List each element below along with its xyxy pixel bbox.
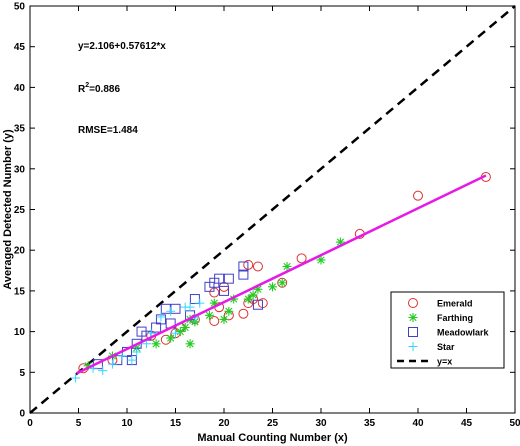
data-point — [185, 302, 195, 312]
data-point — [166, 333, 176, 343]
data-point — [127, 355, 137, 365]
legend-label: Star — [437, 342, 455, 352]
data-point — [175, 327, 185, 337]
x-tick-label: 20 — [218, 418, 230, 429]
data-point — [185, 339, 195, 349]
data-point — [224, 306, 234, 316]
y-tick-label: 30 — [14, 164, 26, 175]
data-point — [171, 328, 180, 338]
data-point — [219, 285, 229, 296]
data-point — [252, 299, 263, 310]
data-point — [209, 298, 219, 308]
data-point — [413, 190, 423, 201]
x-tick-label: 25 — [267, 418, 279, 429]
data-point — [296, 253, 307, 264]
data-point — [151, 339, 161, 349]
r-squared-prefix: R — [78, 84, 86, 95]
y-tick-label: 50 — [14, 2, 26, 13]
legend-marker — [408, 327, 418, 337]
data-point — [180, 323, 190, 333]
data-point — [282, 261, 292, 271]
r-squared-superscript: 2 — [85, 82, 89, 89]
legend-box — [390, 291, 505, 369]
legend-label: Meadowlark — [437, 328, 490, 338]
y-tick-label: 45 — [14, 42, 26, 53]
legend-label: Farthing — [437, 313, 473, 323]
data-point — [248, 290, 258, 300]
x-tick-label: 0 — [27, 418, 33, 429]
data-point — [238, 261, 249, 272]
rmse-label: RMSE=1.484 — [78, 125, 138, 136]
data-point — [252, 261, 263, 272]
y-tick-label: 10 — [14, 327, 26, 338]
annotations: y=2.106+0.57612*x R2=0.886 RMSE=1.484 — [78, 41, 166, 136]
legend-marker — [408, 342, 418, 351]
data-point — [223, 273, 234, 284]
legend-label: y=x — [437, 357, 452, 367]
legend-marker — [408, 298, 418, 308]
data-point — [243, 294, 253, 304]
data-point — [132, 347, 142, 357]
data-point — [107, 359, 117, 369]
data-point — [238, 308, 249, 319]
r-squared-label: R2=0.886 — [78, 82, 120, 95]
x-tick-label: 30 — [315, 418, 327, 429]
data-point — [204, 310, 214, 320]
data-point — [71, 373, 81, 383]
data-point — [238, 269, 249, 280]
data-point — [229, 294, 239, 304]
data-point — [214, 273, 225, 284]
data-point — [316, 255, 326, 265]
r-squared-value: =0.886 — [89, 84, 120, 95]
data-point — [117, 351, 127, 361]
x-tick-label: 10 — [121, 418, 133, 429]
reference-line-yx — [29, 5, 516, 414]
data-point — [277, 278, 287, 288]
data-point — [166, 306, 176, 316]
data-point — [209, 316, 220, 327]
data-point — [268, 282, 277, 292]
x-tick-label: 40 — [412, 418, 424, 429]
legend-label: Emerald — [437, 299, 473, 309]
y-tick-label: 25 — [14, 205, 26, 216]
data-point — [253, 284, 263, 294]
fit-line-path — [76, 174, 487, 375]
x-tick-label: 5 — [76, 418, 82, 429]
data-point — [195, 298, 205, 308]
y-tick-label: 5 — [19, 368, 25, 379]
y-tick-label: 20 — [14, 246, 26, 257]
x-tick-label: 50 — [509, 418, 520, 429]
legend-marker — [408, 313, 418, 322]
x-axis-label: Manual Counting Number (x) — [197, 432, 348, 444]
y-tick-label: 40 — [14, 83, 26, 94]
y-tick-label: 35 — [14, 124, 26, 135]
y-axis-label: Averaged Detected Number (y) — [2, 129, 14, 290]
x-tick-label: 15 — [170, 418, 182, 429]
series-star — [71, 298, 205, 383]
reference-line — [29, 5, 516, 414]
data-point — [98, 366, 108, 376]
legend: Emerald Farthing Meadowlark Star y=x — [390, 291, 505, 369]
data-point — [335, 237, 345, 247]
data-point — [156, 312, 166, 322]
fit-line — [76, 174, 487, 375]
x-tick-label: 35 — [364, 418, 376, 429]
y-tick-label: 0 — [19, 409, 25, 420]
regression-equation: y=2.106+0.57612*x — [78, 41, 166, 52]
x-tick-label: 45 — [461, 418, 473, 429]
axes: 0 5 10 15 20 25 30 35 40 45 50 0 5 10 15 20 25 30 35 40 45 50 — [14, 2, 520, 430]
y-tick-label: 15 — [14, 286, 26, 297]
data-point — [83, 361, 93, 371]
data-point — [219, 314, 229, 324]
